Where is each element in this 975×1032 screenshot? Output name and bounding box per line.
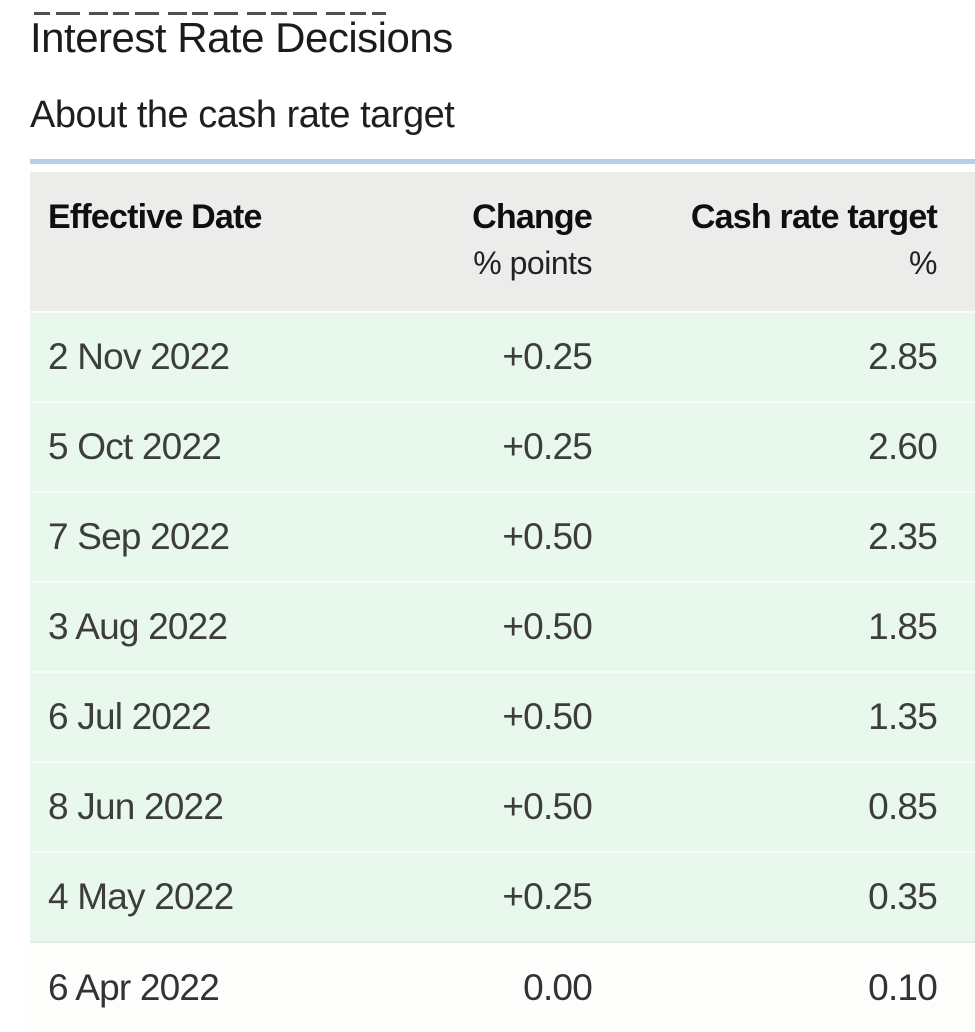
cell-cash-rate-target: 1.85 bbox=[600, 581, 975, 673]
table-row: 6 Apr 2022 0.00 0.10 bbox=[30, 941, 975, 1032]
cell-effective-date: 2 Nov 2022 bbox=[30, 312, 380, 403]
cell-change: +0.50 bbox=[380, 761, 600, 853]
cell-effective-date: 4 May 2022 bbox=[30, 851, 380, 943]
cell-effective-date: 8 Jun 2022 bbox=[30, 761, 380, 853]
cell-change: 0.00 bbox=[380, 941, 600, 1032]
cell-change: +0.50 bbox=[380, 491, 600, 583]
col-header-sublabel: % points bbox=[473, 245, 592, 282]
col-header-effective-date: Effective Date bbox=[30, 171, 380, 314]
col-header-cash-rate-target: Cash rate target % bbox=[600, 171, 975, 314]
cell-cash-rate-target: 0.10 bbox=[600, 941, 975, 1032]
table-row: 7 Sep 2022 +0.50 2.35 bbox=[30, 491, 975, 583]
table-row: 6 Jul 2022 +0.50 1.35 bbox=[30, 671, 975, 763]
cell-cash-rate-target: 2.60 bbox=[600, 401, 975, 493]
table-header-row: Effective Date Change % points Cash rate… bbox=[30, 171, 975, 314]
col-header-change: Change % points bbox=[380, 171, 600, 314]
cell-effective-date: 3 Aug 2022 bbox=[30, 581, 380, 673]
table-header: Effective Date Change % points Cash rate… bbox=[30, 171, 975, 314]
col-header-sublabel bbox=[48, 243, 380, 285]
cell-change: +0.25 bbox=[380, 312, 600, 403]
table-row: 2 Nov 2022 +0.25 2.85 bbox=[30, 312, 975, 403]
table-row: 3 Aug 2022 +0.50 1.85 bbox=[30, 581, 975, 673]
cell-effective-date: 6 Jul 2022 bbox=[30, 671, 380, 763]
cell-effective-date: 5 Oct 2022 bbox=[30, 401, 380, 493]
cropped-text-artifact bbox=[34, 12, 386, 15]
table-body: 2 Nov 2022 +0.25 2.85 5 Oct 2022 +0.25 2… bbox=[30, 312, 975, 1032]
cell-change: +0.25 bbox=[380, 851, 600, 943]
table-row: 4 May 2022 +0.25 0.35 bbox=[30, 851, 975, 943]
col-header-label: Effective Date bbox=[48, 197, 262, 236]
about-cash-rate-target-link[interactable]: About the cash rate target bbox=[30, 94, 455, 137]
cell-effective-date: 6 Apr 2022 bbox=[30, 941, 380, 1032]
cell-cash-rate-target: 2.85 bbox=[600, 312, 975, 403]
col-header-label: Cash rate target bbox=[690, 197, 938, 236]
interest-rate-table: Effective Date Change % points Cash rate… bbox=[30, 171, 975, 1032]
table-row: 8 Jun 2022 +0.50 0.85 bbox=[30, 761, 975, 853]
cell-cash-rate-target: 2.35 bbox=[600, 491, 975, 583]
col-header-sublabel: % bbox=[909, 245, 937, 282]
cell-cash-rate-target: 0.85 bbox=[600, 761, 975, 853]
col-header-label: Change bbox=[472, 197, 593, 236]
cell-change: +0.25 bbox=[380, 401, 600, 493]
cell-change: +0.50 bbox=[380, 581, 600, 673]
page-title: Interest Rate Decisions bbox=[30, 14, 453, 61]
cell-effective-date: 7 Sep 2022 bbox=[30, 491, 380, 583]
cell-cash-rate-target: 1.35 bbox=[600, 671, 975, 763]
cell-cash-rate-target: 0.35 bbox=[600, 851, 975, 943]
interest-rate-table-container: Effective Date Change % points Cash rate… bbox=[30, 158, 975, 1032]
cell-change: +0.50 bbox=[380, 671, 600, 763]
table-row: 5 Oct 2022 +0.25 2.60 bbox=[30, 401, 975, 493]
